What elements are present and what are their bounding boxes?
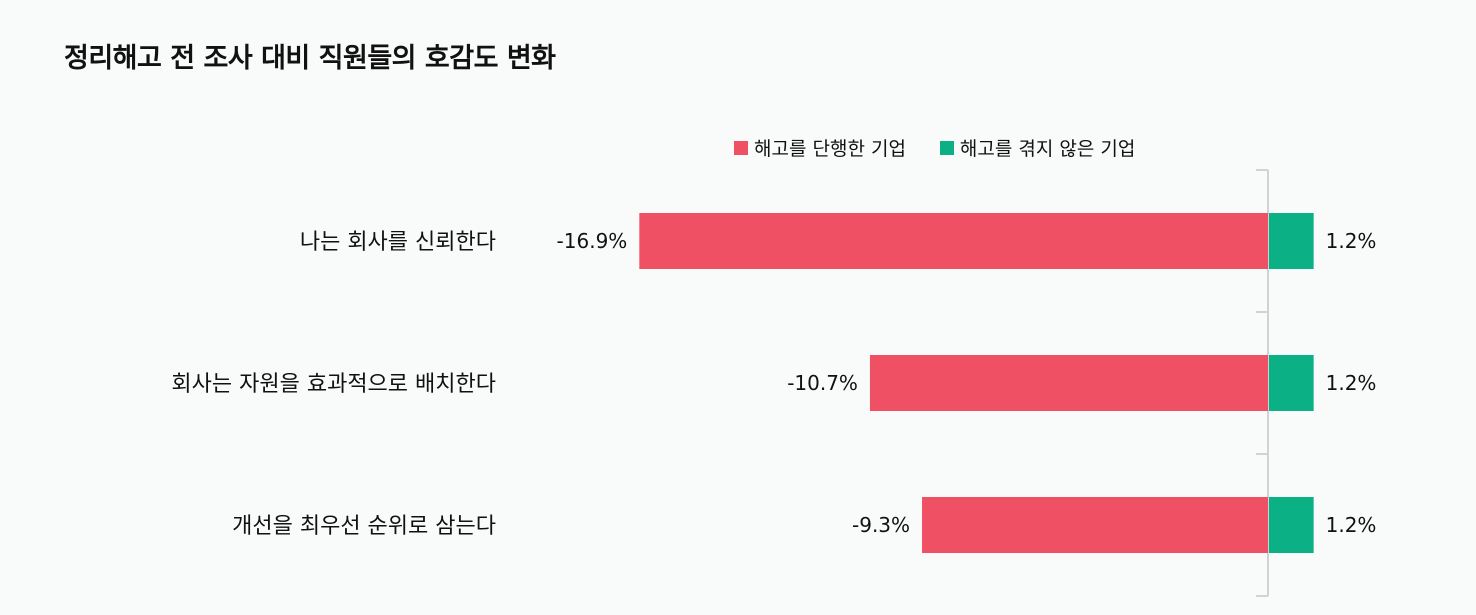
value-label-no-layoff-1: 1.2% [1326,371,1377,395]
legend: 해고를 단행한 기업 해고를 겪지 않은 기업 [734,134,1135,161]
legend-swatch-no-layoff [939,140,954,155]
category-label-2: 개선을 최우선 순위로 삼는다 [232,514,496,539]
legend-item-layoff: 해고를 단행한 기업 [734,134,906,161]
bar-layoff-2 [922,497,1268,553]
value-label-layoff-0: -16.9% [557,229,628,253]
legend-label-layoff: 해고를 단행한 기업 [754,138,906,160]
bar-no-layoff-2 [1269,497,1314,553]
value-label-layoff-2: -9.3% [852,513,910,537]
legend-label-no-layoff: 해고를 겪지 않은 기업 [959,138,1136,160]
value-label-no-layoff-0: 1.2% [1326,229,1377,253]
category-label-1: 회사는 자원을 효과적으로 배치한다 [171,372,496,397]
bar-no-layoff-0 [1269,213,1314,269]
bar-layoff-1 [869,355,1268,411]
legend-swatch-layoff [734,140,748,155]
legend-item-no-layoff: 해고를 겪지 않은 기업 [939,134,1136,161]
value-label-no-layoff-2: 1.2% [1326,513,1377,537]
bar-no-layoff-1 [1269,355,1314,411]
value-label-layoff-1: -10.7% [787,371,858,395]
category-label-0: 나는 회사를 신뢰한다 [300,230,496,255]
chart-title: 정리해고 전 조사 대비 직원들의 호감도 변화 [64,43,556,74]
bar-layoff-0 [639,213,1268,269]
